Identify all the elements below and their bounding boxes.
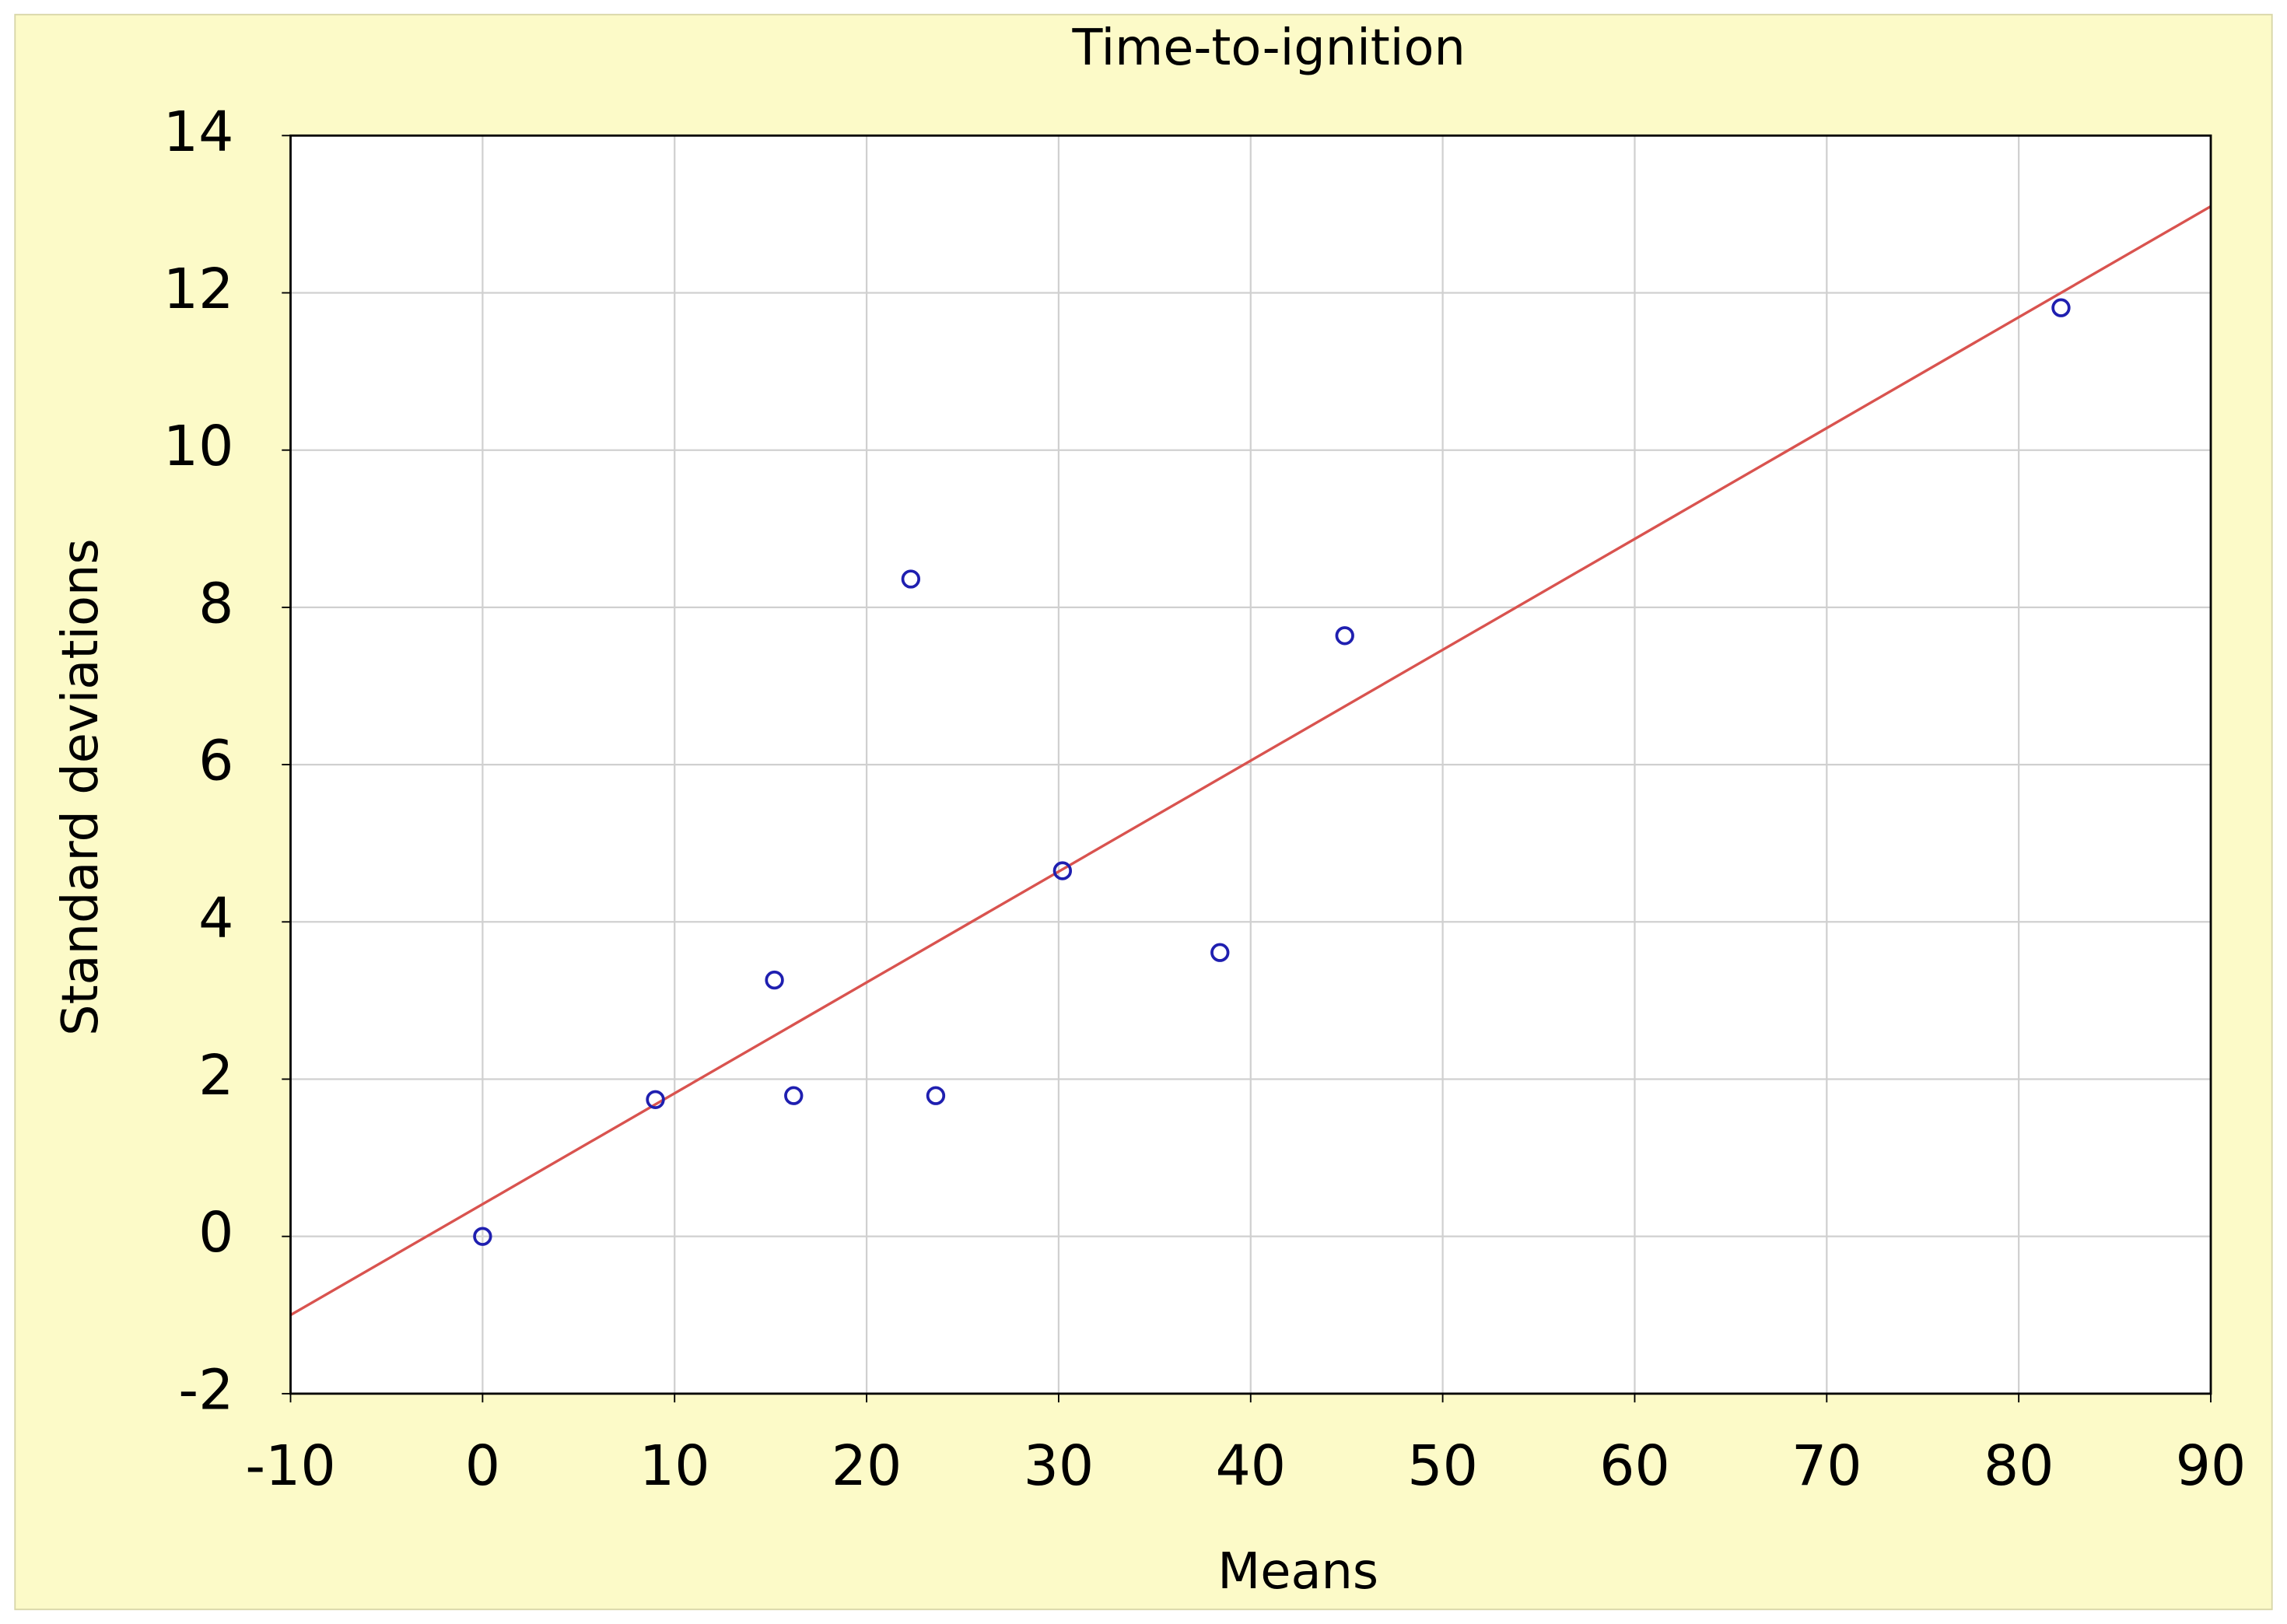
x-axis-label: Means bbox=[1217, 1543, 1378, 1601]
x-tick-label: 60 bbox=[1599, 1433, 1670, 1498]
y-tick-label: 14 bbox=[163, 100, 234, 164]
point bbox=[784, 1086, 804, 1105]
point bbox=[926, 1086, 946, 1105]
x-tick-label: 70 bbox=[1791, 1433, 1862, 1498]
chart-title: Time-to-ignition bbox=[1072, 19, 1466, 77]
point bbox=[901, 569, 921, 589]
point bbox=[2051, 298, 2071, 317]
y-tick-label: 12 bbox=[163, 257, 234, 321]
point bbox=[1335, 626, 1354, 646]
y-axis-label: Standard deviations bbox=[52, 538, 110, 1036]
point bbox=[473, 1227, 492, 1246]
y-tick-label: 6 bbox=[198, 729, 233, 793]
point bbox=[765, 970, 784, 990]
trend-line bbox=[289, 205, 2212, 1317]
x-tick-label: 30 bbox=[1024, 1433, 1094, 1498]
x-tick-label: -10 bbox=[245, 1433, 335, 1498]
x-tick-label: 10 bbox=[639, 1433, 710, 1498]
x-tick-label: 20 bbox=[832, 1433, 902, 1498]
x-tick-label: 90 bbox=[2176, 1433, 2247, 1498]
point bbox=[1052, 861, 1073, 880]
x-tick-label: 0 bbox=[465, 1433, 500, 1498]
y-tick-label: 10 bbox=[163, 414, 234, 478]
y-tick-label: 4 bbox=[198, 886, 233, 950]
marks bbox=[289, 205, 2212, 1317]
point bbox=[1210, 943, 1230, 962]
point bbox=[646, 1090, 665, 1109]
y-tick-label: 0 bbox=[198, 1200, 233, 1265]
x-tick-label: 40 bbox=[1215, 1433, 1286, 1498]
x-tick-label: 50 bbox=[1407, 1433, 1478, 1498]
y-tick-label: 8 bbox=[198, 571, 233, 635]
y-tick-label: 2 bbox=[198, 1043, 233, 1108]
x-tick-label: 80 bbox=[1984, 1433, 2054, 1498]
y-tick-label: -2 bbox=[178, 1357, 233, 1422]
